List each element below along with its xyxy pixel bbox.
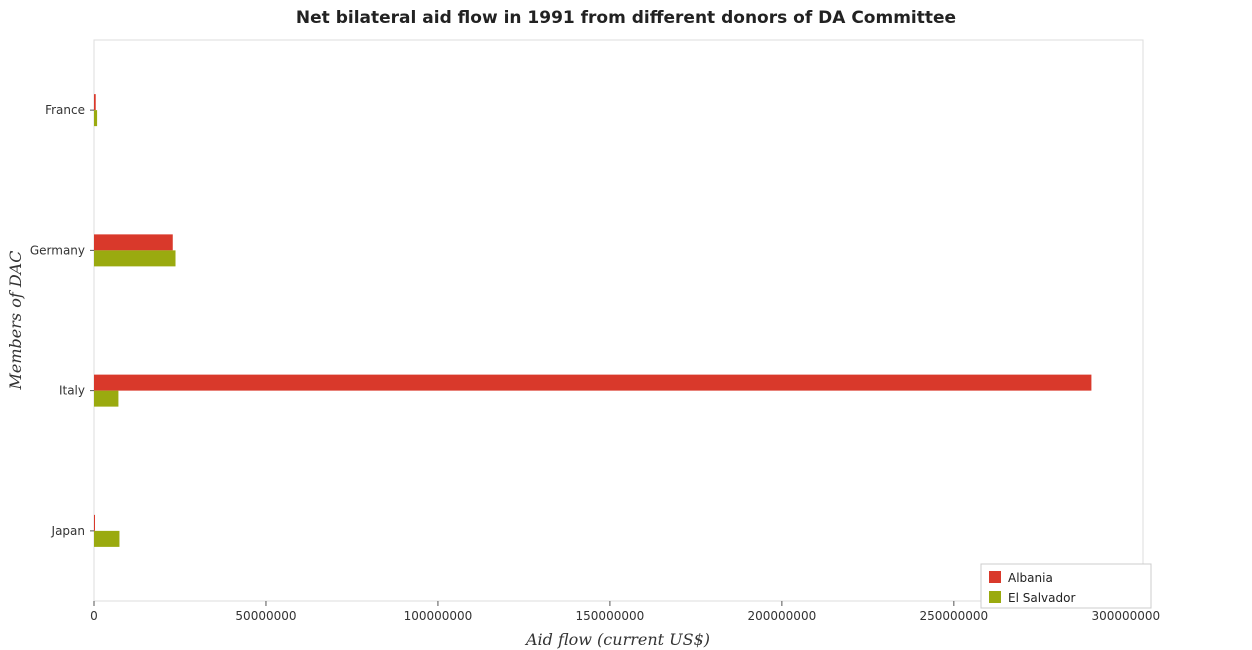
x-tick-label: 100000000 [404, 609, 473, 623]
y-tick-label: Germany [30, 243, 85, 257]
legend-swatch [989, 571, 1001, 583]
legend-swatch [989, 591, 1001, 603]
legend-label: Albania [1008, 571, 1053, 585]
x-tick-label: 300000000 [1091, 609, 1160, 623]
bar-albania-france [94, 94, 96, 111]
y-tick-label: Italy [59, 384, 85, 398]
plot-area [93, 39, 1144, 602]
x-ticks-group: 0 50000000 100000000 150000000 200000000 2500… [90, 601, 1160, 623]
x-tick-label: 50000000 [235, 609, 296, 623]
y-ticks-group: France Germany Italy Japan [30, 103, 94, 538]
x-axis-title: Aid flow (current US$) [524, 630, 710, 649]
x-tick-label: 200000000 [748, 609, 817, 623]
y-tick-label: France [45, 103, 85, 117]
bar-albania-italy [94, 374, 1092, 391]
legend-box [980, 563, 1152, 609]
x-tick-label: 150000000 [576, 609, 645, 623]
bar-albania-japan [94, 514, 95, 531]
chart-title: Net bilateral aid flow in 1991 from diff… [295, 8, 957, 28]
y-tick-label: Japan [51, 524, 85, 538]
legend-label: El Salvador [1008, 591, 1075, 605]
bar-el-salvador-france [94, 110, 98, 127]
bar-el-salvador-germany [94, 250, 176, 267]
bar-el-salvador-japan [94, 530, 120, 547]
y-axis-title: Members of DAC [6, 251, 25, 391]
bar-el-salvador-italy [94, 390, 119, 407]
bars-group [94, 94, 1092, 547]
legend: Albania El Salvador [980, 563, 1152, 609]
x-tick-label: 0 [90, 609, 98, 623]
x-tick-label: 250000000 [919, 609, 988, 623]
bar-albania-germany [94, 234, 173, 251]
